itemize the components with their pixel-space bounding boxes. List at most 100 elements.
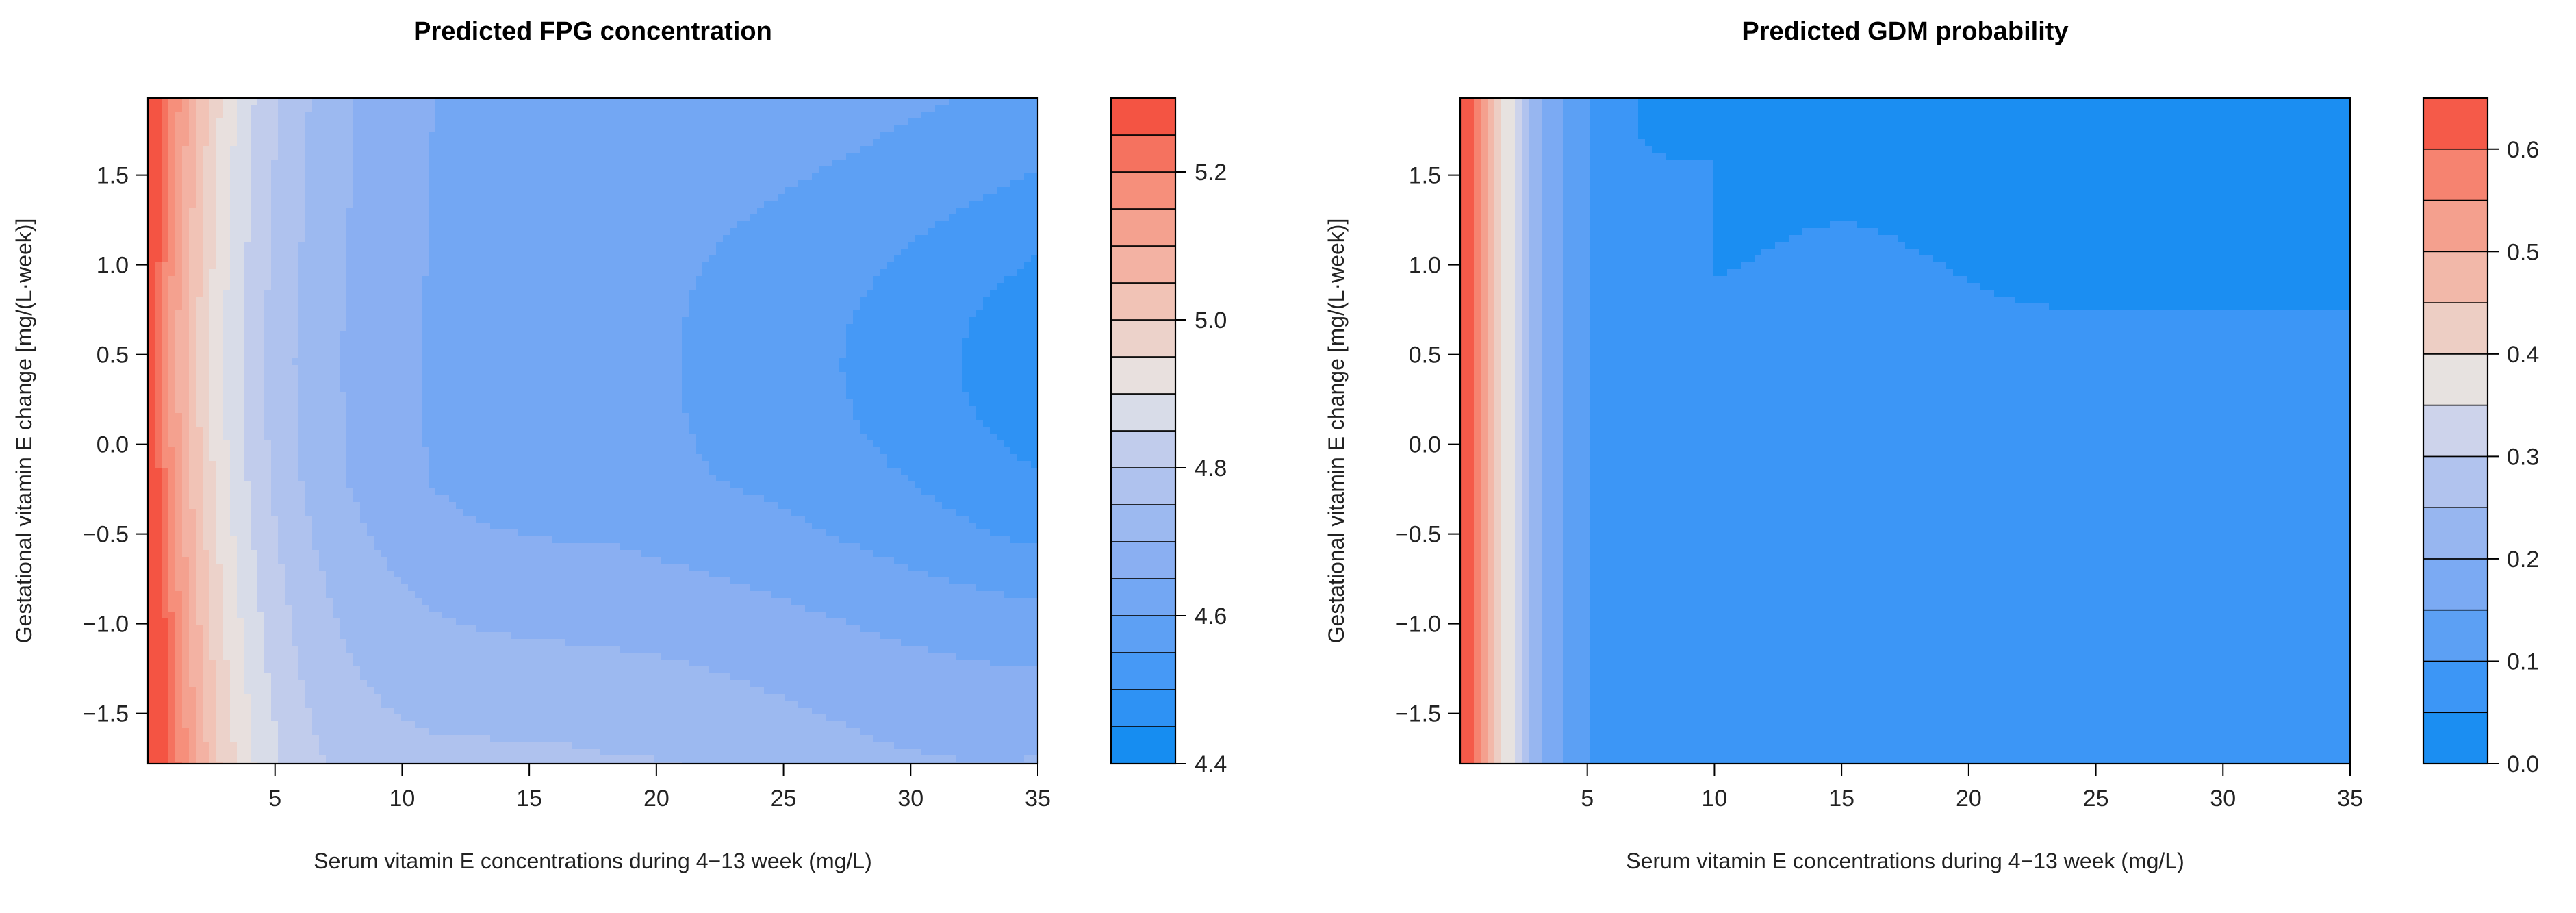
contour-cell xyxy=(422,214,429,222)
contour-cell xyxy=(901,345,908,352)
contour-cell xyxy=(209,139,217,147)
contour-cell xyxy=(600,173,607,181)
contour-cell xyxy=(298,160,306,167)
contour-cell xyxy=(641,331,648,338)
contour-cell xyxy=(709,262,717,270)
contour-cell xyxy=(435,331,443,338)
contour-cell xyxy=(292,221,299,229)
contour-cell xyxy=(374,242,381,249)
contour-cell xyxy=(791,310,799,318)
contour-cell xyxy=(298,228,306,236)
contour-cell xyxy=(305,214,313,222)
contour-cell xyxy=(1004,283,1011,290)
contour-cell xyxy=(415,242,422,249)
contour-cell xyxy=(230,338,238,345)
contour-cell xyxy=(983,146,991,153)
contour-cell xyxy=(696,180,703,188)
contour-cell xyxy=(949,235,956,242)
contour-cell xyxy=(244,105,251,112)
contour-cell xyxy=(401,255,409,263)
contour-cell xyxy=(764,105,771,112)
contour-cell xyxy=(559,187,566,195)
contour-cell xyxy=(408,228,416,236)
contour-cell xyxy=(846,112,854,119)
contour-cell xyxy=(730,235,737,242)
contour-cell xyxy=(408,139,416,147)
contour-cell xyxy=(1004,208,1011,215)
contour-cell xyxy=(641,125,648,133)
contour-cell xyxy=(819,242,826,249)
contour-cell xyxy=(867,187,874,195)
contour-cell xyxy=(976,187,984,195)
contour-cell xyxy=(168,235,176,242)
contour-cell xyxy=(853,310,860,318)
contour-cell xyxy=(935,283,943,290)
contour-cell xyxy=(661,242,669,249)
contour-cell xyxy=(565,105,573,112)
contour-cell xyxy=(470,262,477,270)
contour-cell xyxy=(607,317,614,325)
contour-cell xyxy=(976,276,984,284)
contour-cell xyxy=(805,139,813,147)
contour-cell xyxy=(415,262,422,270)
contour-cell xyxy=(552,146,559,153)
contour-cell xyxy=(148,255,155,263)
contour-cell xyxy=(429,351,436,359)
contour-cell xyxy=(470,125,477,133)
contour-cell xyxy=(415,180,422,188)
contour-cell xyxy=(476,194,484,201)
contour-cell xyxy=(641,105,648,112)
contour-cell xyxy=(408,153,416,160)
contour-cell xyxy=(367,351,374,359)
contour-cell xyxy=(860,118,867,126)
contour-cell xyxy=(408,310,416,318)
contour-cell xyxy=(189,146,196,153)
contour-cell xyxy=(969,98,977,105)
contour-cell xyxy=(648,276,655,284)
contour-cell xyxy=(333,345,340,352)
contour-cell xyxy=(956,208,963,215)
contour-cell xyxy=(155,338,162,345)
contour-cell xyxy=(757,262,765,270)
contour-cell xyxy=(367,317,374,325)
contour-cell xyxy=(367,242,374,249)
contour-cell xyxy=(572,303,580,311)
contour-cell xyxy=(689,242,696,249)
contour-cell xyxy=(1024,351,1032,359)
contour-cell xyxy=(723,276,730,284)
contour-cell xyxy=(634,125,641,133)
contour-cell xyxy=(716,310,724,318)
contour-cell xyxy=(251,187,258,195)
contour-cell xyxy=(1010,249,1018,256)
contour-cell xyxy=(915,146,922,153)
contour-cell xyxy=(456,146,463,153)
contour-cell xyxy=(1017,187,1025,195)
contour-cell xyxy=(196,194,203,201)
contour-cell xyxy=(237,331,244,338)
contour-cell xyxy=(620,255,628,263)
contour-cell xyxy=(470,112,477,119)
contour-cell xyxy=(511,180,518,188)
contour-cell xyxy=(894,262,902,270)
contour-cell xyxy=(360,283,368,290)
contour-cell xyxy=(264,255,272,263)
contour-cell xyxy=(1010,125,1018,133)
contour-cell xyxy=(415,132,422,140)
contour-cell xyxy=(654,201,662,208)
contour-cell xyxy=(251,194,258,201)
contour-cell xyxy=(1024,262,1032,270)
contour-cell xyxy=(613,139,621,147)
contour-cell xyxy=(600,221,607,229)
contour-cell xyxy=(155,310,162,318)
contour-cell xyxy=(367,269,374,277)
contour-cell xyxy=(579,310,587,318)
contour-cell xyxy=(504,173,511,181)
contour-cell xyxy=(189,303,196,311)
contour-cell xyxy=(565,317,573,325)
contour-cell xyxy=(456,132,463,140)
contour-cell xyxy=(305,310,313,318)
contour-cell xyxy=(312,112,320,119)
contour-cell xyxy=(182,310,190,318)
contour-cell xyxy=(483,153,491,160)
contour-cell xyxy=(497,214,505,222)
